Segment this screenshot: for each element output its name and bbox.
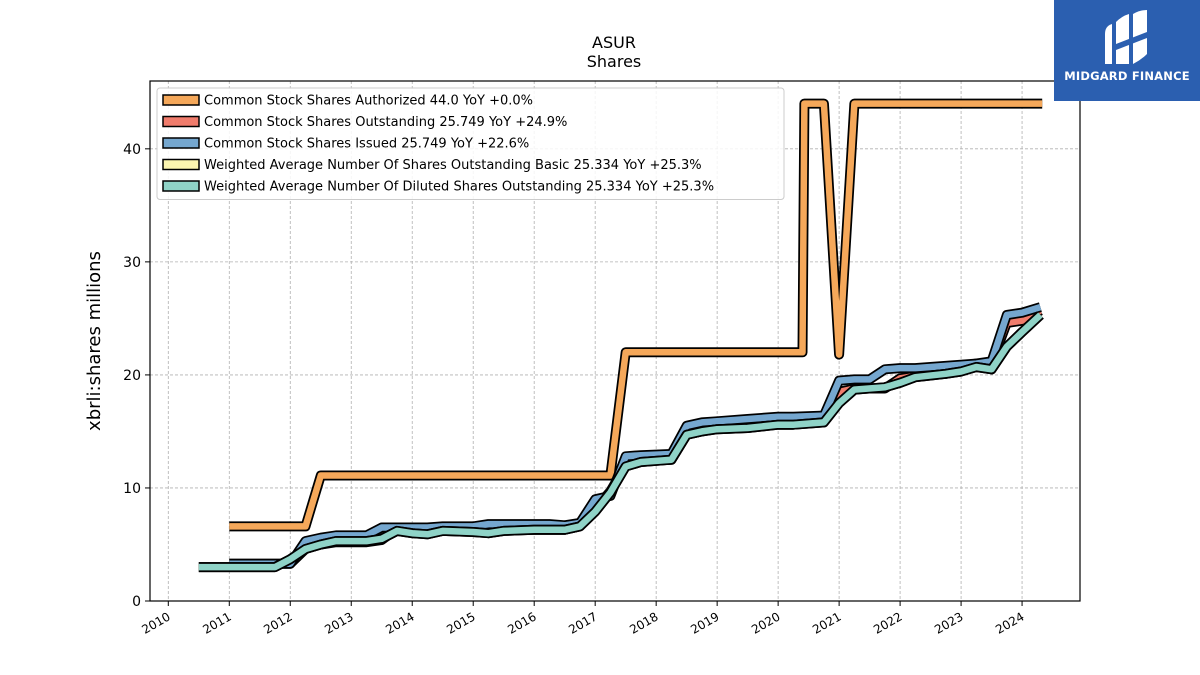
legend-box (156, 87, 785, 200)
x-tick-label: 2016 (505, 609, 538, 636)
legend-label: Common Stock Shares Outstanding 25.749 Y… (204, 115, 567, 130)
legend: Common Stock Shares Authorized 44.0 YoY … (156, 87, 785, 200)
x-tick-label: 2017 (566, 609, 599, 636)
series-line (198, 312, 1043, 571)
series-line (229, 100, 1043, 530)
series-weighted-average-number-of-diluted-shares-outstanding (198, 311, 1044, 573)
y-axis-label: xbrli:shares millions (84, 251, 105, 431)
legend-swatch (162, 94, 200, 106)
legend-label: Weighted Average Number Of Shares Outsta… (204, 158, 702, 173)
y-tick-label: 10 (123, 481, 141, 497)
series-line (229, 303, 1042, 567)
brand-name: MIDGARD FINANCE (1064, 69, 1190, 83)
series-common-stock-shares-issued (229, 302, 1042, 569)
y-tick-label: 40 (123, 142, 141, 158)
legend-label: Common Stock Shares Issued 25.749 YoY +2… (204, 137, 529, 152)
x-tick-label: 2024 (993, 609, 1026, 636)
y-tick-label: 30 (123, 255, 141, 271)
chart-subtitle: Shares (587, 52, 642, 71)
x-tick-label: 2014 (383, 609, 416, 636)
series-common-stock-shares-authorized (229, 98, 1043, 532)
legend-label: Common Stock Shares Authorized 44.0 YoY … (204, 94, 533, 109)
x-tick-label: 2015 (444, 609, 477, 636)
y-tick-label: 0 (132, 594, 141, 610)
legend-swatch (162, 158, 200, 171)
legend-swatch (162, 115, 200, 128)
x-tick-label: 2011 (200, 609, 233, 636)
x-tick-label: 2010 (139, 609, 172, 636)
legend-label: Weighted Average Number Of Diluted Share… (204, 180, 714, 195)
x-tick-label: 2019 (688, 609, 721, 636)
legend-swatch (162, 137, 200, 149)
chart-title: ASUR (592, 33, 636, 52)
x-tick-label: 2023 (932, 609, 965, 636)
plot-frame (149, 80, 1081, 602)
brand-logo: MIDGARD FINANCE (1054, 0, 1200, 101)
x-tick-label: 2022 (871, 609, 904, 636)
x-tick-label: 2018 (627, 609, 660, 636)
x-tick-label: 2013 (322, 609, 355, 636)
x-tick-label: 2021 (810, 609, 843, 636)
legend-swatch (162, 180, 200, 192)
x-tick-label: 2020 (749, 609, 782, 636)
brand-mark-icon (1105, 10, 1147, 64)
y-tick-label: 20 (123, 368, 141, 384)
x-tick-label: 2012 (261, 609, 294, 636)
series-line-outline (229, 302, 1042, 569)
series-layer (198, 98, 1044, 573)
